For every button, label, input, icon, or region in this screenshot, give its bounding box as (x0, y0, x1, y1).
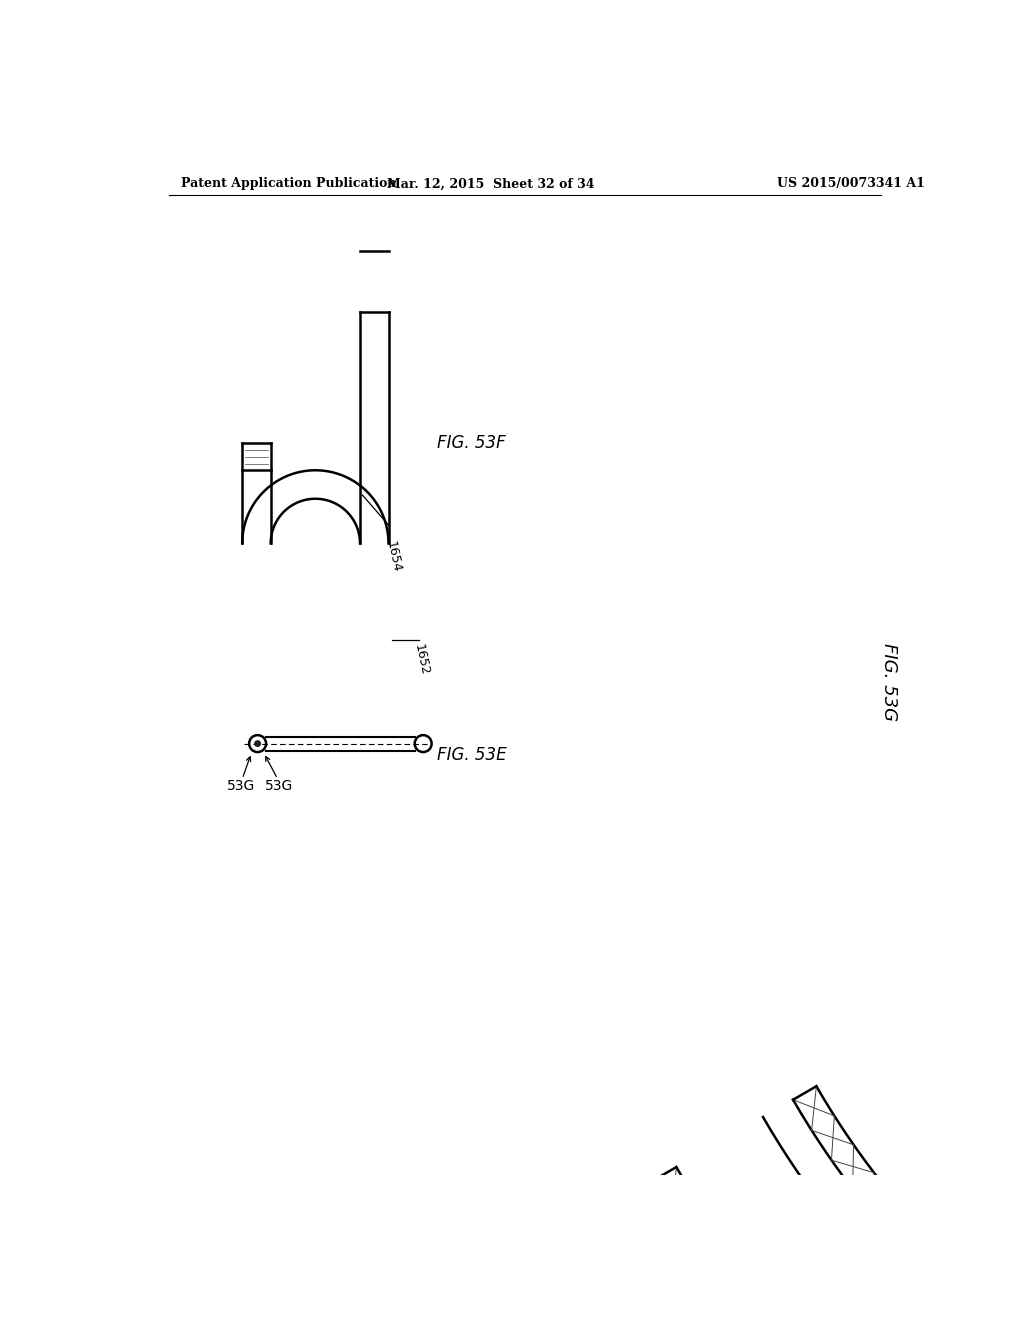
Text: US 2015/0073341 A1: US 2015/0073341 A1 (777, 177, 926, 190)
Text: 53G: 53G (265, 779, 293, 793)
Circle shape (254, 741, 261, 747)
Text: 53G: 53G (226, 779, 255, 793)
Text: FIG. 53G: FIG. 53G (880, 643, 898, 721)
Text: 1654: 1654 (384, 540, 403, 573)
Text: FIG. 53F: FIG. 53F (437, 434, 506, 453)
Text: Mar. 12, 2015  Sheet 32 of 34: Mar. 12, 2015 Sheet 32 of 34 (387, 177, 595, 190)
Text: FIG. 53E: FIG. 53E (437, 746, 507, 764)
Text: 1652: 1652 (412, 643, 431, 676)
Text: Patent Application Publication: Patent Application Publication (180, 177, 396, 190)
